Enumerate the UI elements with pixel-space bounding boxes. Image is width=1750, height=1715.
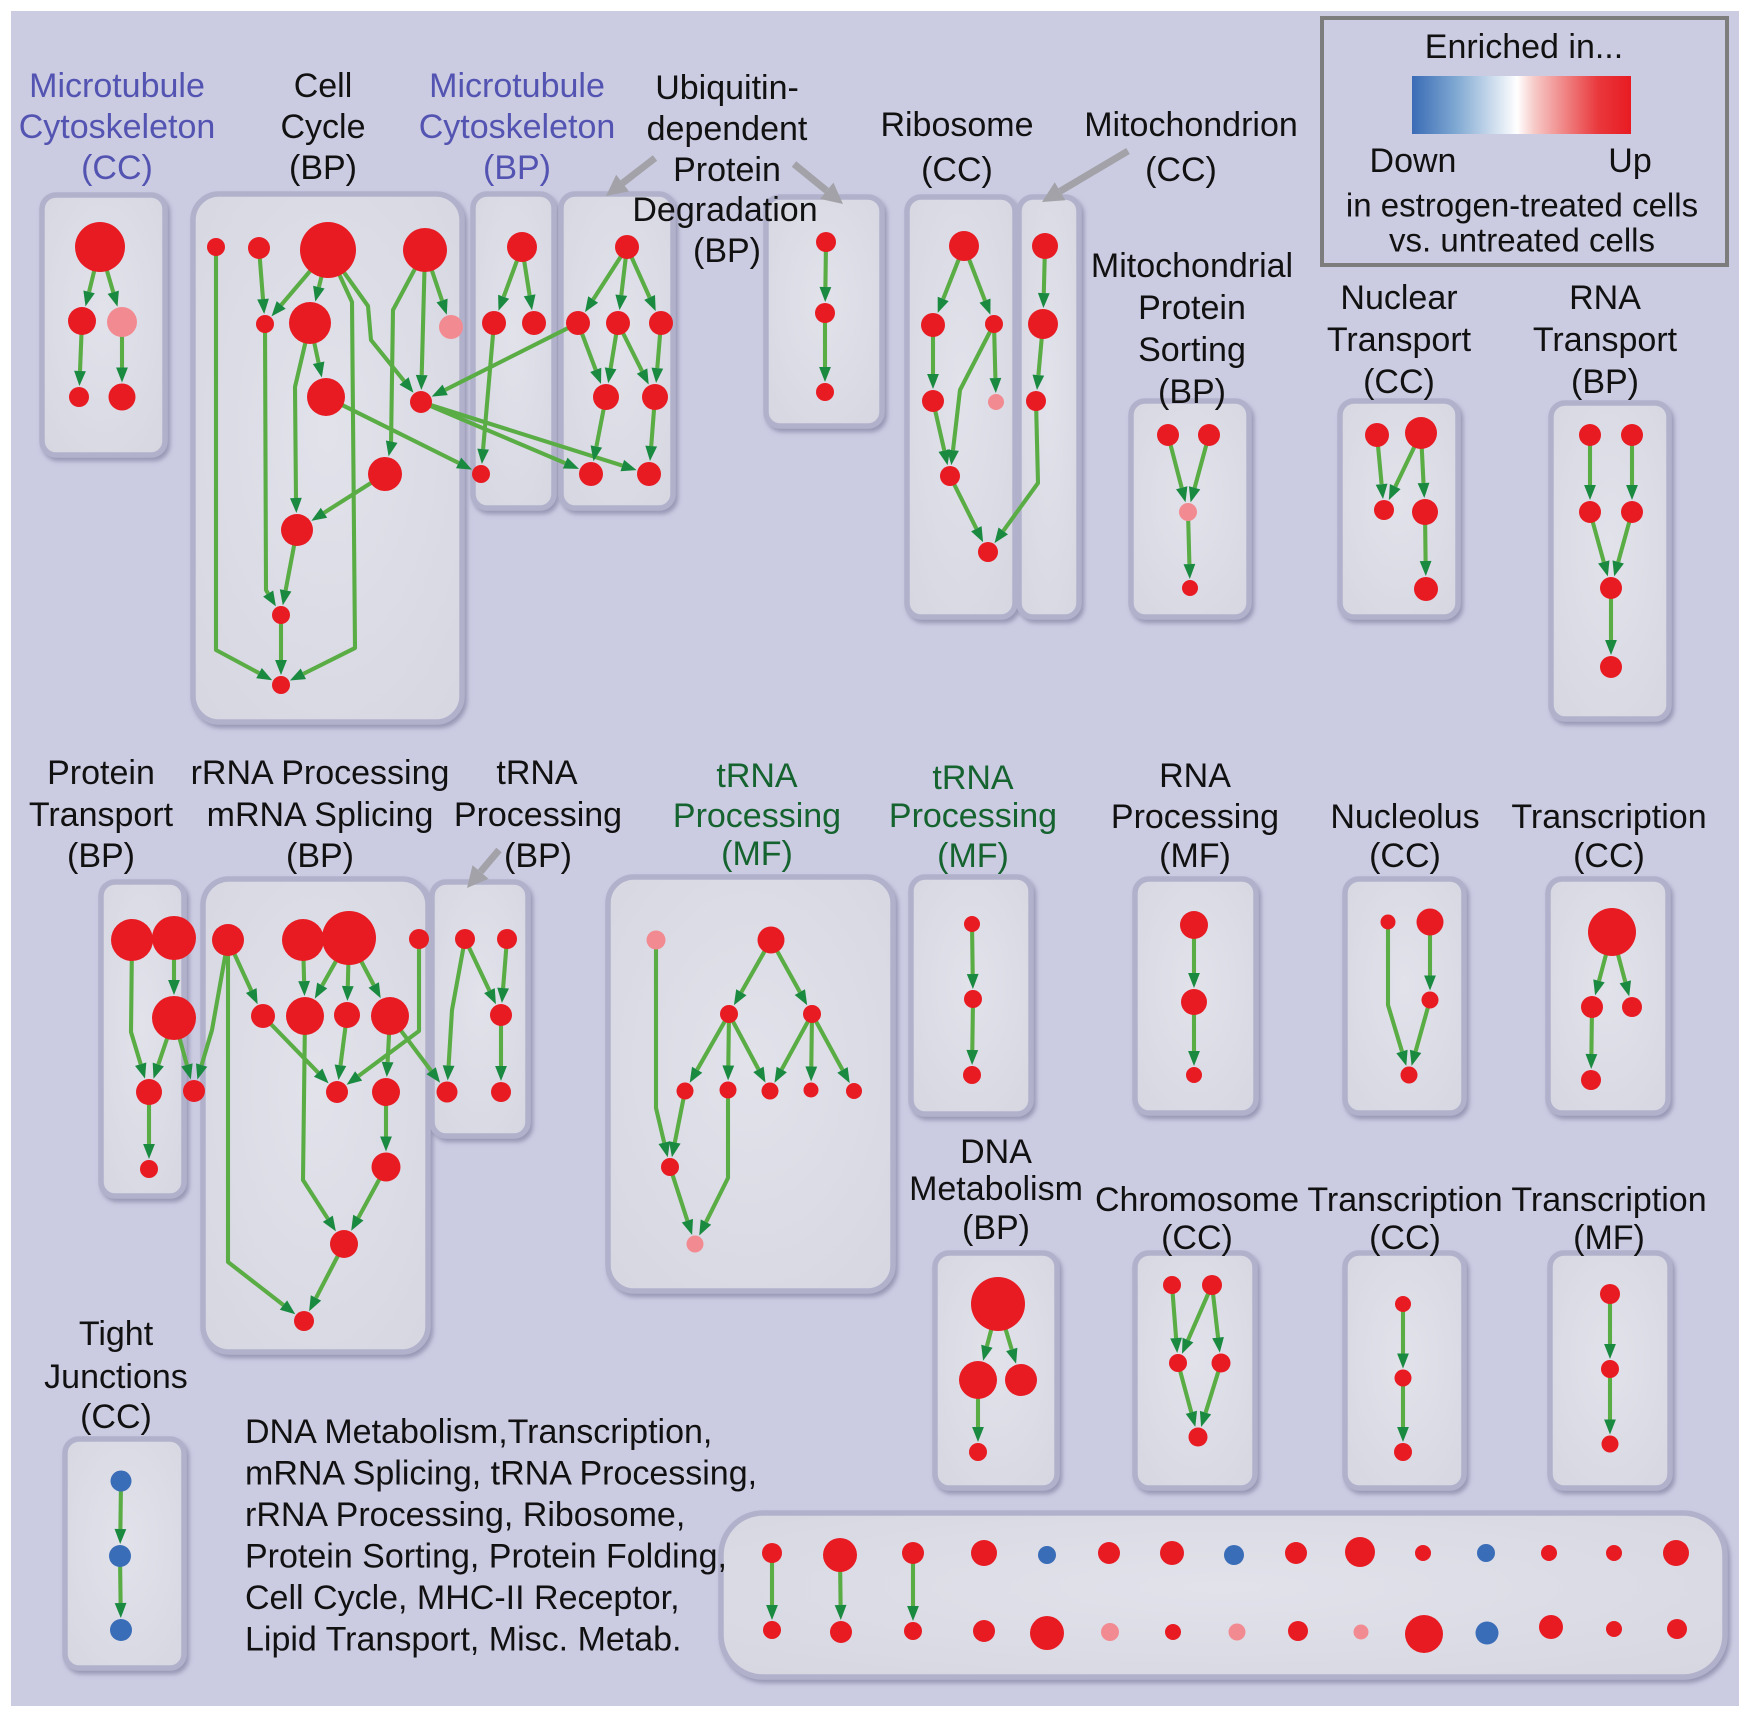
svg-text:Microtubule: Microtubule (29, 67, 205, 105)
svg-text:(MF): (MF) (1159, 837, 1231, 875)
svg-text:(CC): (CC) (1145, 151, 1217, 189)
svg-text:Enriched in...: Enriched in... (1425, 28, 1623, 66)
svg-text:(BP): (BP) (962, 1209, 1030, 1247)
svg-text:(CC): (CC) (1363, 363, 1435, 401)
svg-text:Transcription: Transcription (1511, 798, 1706, 836)
svg-text:Mitochondrial: Mitochondrial (1091, 247, 1293, 285)
svg-text:(CC): (CC) (1369, 837, 1441, 875)
svg-text:Protein: Protein (1138, 289, 1246, 327)
svg-text:Transcription: Transcription (1511, 1181, 1706, 1219)
svg-text:Processing: Processing (889, 797, 1057, 835)
svg-text:(BP): (BP) (1158, 373, 1226, 411)
svg-text:(BP): (BP) (1571, 363, 1639, 401)
svg-text:Degradation: Degradation (632, 191, 817, 229)
svg-text:(BP): (BP) (289, 149, 357, 187)
svg-text:Processing: Processing (673, 797, 841, 835)
svg-text:Transport: Transport (1327, 321, 1472, 359)
svg-text:(MF): (MF) (937, 837, 1009, 875)
svg-text:Junctions: Junctions (44, 1358, 188, 1396)
svg-text:Nuclear: Nuclear (1340, 279, 1457, 317)
svg-text:Processing: Processing (1111, 798, 1279, 836)
svg-text:Protein Sorting, Protein Foldi: Protein Sorting, Protein Folding, (245, 1538, 727, 1576)
svg-text:Protein: Protein (673, 151, 781, 189)
svg-text:(BP): (BP) (483, 149, 551, 187)
svg-text:Microtubule: Microtubule (429, 67, 605, 105)
svg-text:(CC): (CC) (1161, 1219, 1233, 1257)
svg-text:(CC): (CC) (1369, 1219, 1441, 1257)
svg-text:(BP): (BP) (67, 837, 135, 875)
svg-text:Lipid Transport, Misc. Metab.: Lipid Transport, Misc. Metab. (245, 1621, 682, 1659)
svg-text:(CC): (CC) (80, 1398, 152, 1436)
svg-text:Nucleolus: Nucleolus (1330, 798, 1479, 836)
svg-text:(CC): (CC) (81, 149, 153, 187)
svg-text:Transport: Transport (1533, 321, 1678, 359)
svg-text:Ribosome: Ribosome (880, 106, 1033, 144)
svg-text:Ubiquitin-: Ubiquitin- (655, 69, 799, 107)
svg-text:mRNA Splicing, tRNA Processing: mRNA Splicing, tRNA Processing, (245, 1455, 757, 1493)
svg-text:rRNA Processing: rRNA Processing (191, 754, 450, 792)
svg-text:Chromosome: Chromosome (1095, 1181, 1299, 1219)
svg-text:Down: Down (1370, 142, 1457, 180)
svg-text:Transcription: Transcription (1307, 1181, 1502, 1219)
svg-text:(MF): (MF) (1573, 1219, 1645, 1257)
svg-text:Sorting: Sorting (1138, 331, 1246, 369)
svg-text:tRNA: tRNA (496, 754, 578, 792)
svg-text:mRNA Splicing: mRNA Splicing (207, 796, 434, 834)
svg-text:Cytoskeleton: Cytoskeleton (19, 108, 216, 146)
svg-text:tRNA: tRNA (932, 759, 1014, 797)
svg-text:DNA: DNA (960, 1133, 1032, 1171)
svg-text:Up: Up (1608, 142, 1651, 180)
svg-text:DNA Metabolism,Transcription,: DNA Metabolism,Transcription, (245, 1413, 712, 1451)
svg-text:Transport: Transport (29, 796, 174, 834)
svg-text:(BP): (BP) (286, 837, 354, 875)
svg-text:Cycle: Cycle (280, 108, 365, 146)
svg-text:Tight: Tight (79, 1315, 154, 1353)
svg-text:tRNA: tRNA (716, 757, 798, 795)
svg-text:RNA: RNA (1159, 757, 1231, 795)
svg-text:rRNA Processing, Ribosome,: rRNA Processing, Ribosome, (245, 1496, 685, 1534)
svg-text:vs. untreated cells: vs. untreated cells (1389, 222, 1655, 259)
svg-text:(CC): (CC) (1573, 837, 1645, 875)
svg-text:Mitochondrion: Mitochondrion (1084, 106, 1298, 144)
svg-text:Cell: Cell (294, 67, 353, 105)
svg-text:in estrogen-treated cells: in estrogen-treated cells (1346, 187, 1698, 224)
svg-text:Metabolism: Metabolism (909, 1170, 1083, 1208)
svg-text:RNA: RNA (1569, 279, 1641, 317)
svg-text:(BP): (BP) (693, 232, 761, 270)
svg-text:dependent: dependent (647, 110, 808, 148)
svg-text:Cell Cycle, MHC-II Receptor,: Cell Cycle, MHC-II Receptor, (245, 1579, 680, 1617)
svg-text:Protein: Protein (47, 754, 155, 792)
svg-text:(BP): (BP) (504, 837, 572, 875)
svg-text:(MF): (MF) (721, 835, 793, 873)
svg-text:(CC): (CC) (921, 151, 993, 189)
svg-text:Cytoskeleton: Cytoskeleton (419, 108, 616, 146)
svg-text:Processing: Processing (454, 796, 622, 834)
